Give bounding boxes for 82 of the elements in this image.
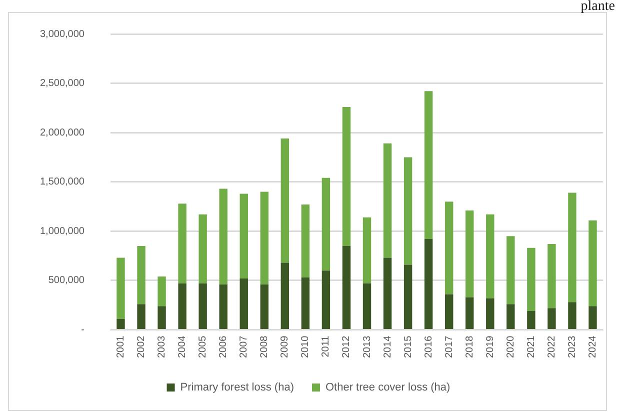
bar (219, 284, 228, 330)
y-tick-label: 2,000,000 (40, 127, 85, 138)
bar (404, 157, 412, 265)
x-tick-label: 2009 (280, 335, 291, 358)
x-tick-label: 2018 (464, 335, 476, 358)
bar (240, 278, 248, 330)
bar (178, 283, 186, 330)
bar (342, 106, 351, 246)
bar (444, 202, 454, 294)
bar (322, 178, 330, 271)
bar (486, 298, 494, 330)
bar (588, 306, 597, 330)
bar (548, 244, 556, 308)
bar (219, 188, 228, 284)
bar (178, 204, 186, 284)
bar (588, 220, 597, 306)
bar (198, 214, 207, 284)
bar (198, 283, 207, 330)
x-tick-label: 2021 (526, 335, 537, 358)
x-tick-label: 2012 (341, 335, 352, 358)
bar (116, 318, 125, 330)
legend-label: Other tree cover loss (ha) (325, 382, 450, 394)
bar (548, 308, 556, 330)
bar (568, 302, 576, 330)
bar (404, 264, 412, 330)
bar (362, 283, 372, 330)
x-tick-label: 2004 (177, 335, 188, 358)
x-tick-label: 2014 (382, 335, 394, 358)
y-tick-label: 3,000,000 (40, 28, 85, 40)
x-tick-label: 2002 (136, 335, 148, 358)
x-tick-label: 2017 (444, 335, 455, 358)
x-tick-label: 2020 (505, 335, 516, 358)
bar (260, 284, 268, 330)
bar (280, 262, 290, 330)
x-tick-label: 2010 (300, 335, 312, 358)
y-tick-label: 1,000,000 (40, 226, 85, 237)
x-tick-label: 2011 (320, 335, 332, 358)
bar (322, 270, 330, 330)
bar (116, 258, 125, 319)
x-tick-label: 2016 (423, 335, 434, 358)
y-tick-label: 2,500,000 (40, 78, 85, 90)
bar (527, 248, 536, 312)
y-tick-label: 500,000 (48, 275, 85, 286)
bar (466, 297, 474, 330)
bar (383, 143, 392, 258)
x-tick-label: 2007 (238, 335, 250, 358)
x-tick-label: 2013 (362, 335, 373, 358)
x-tick-label: 2003 (156, 335, 168, 358)
x-tick-label: 2008 (259, 335, 270, 358)
bar (383, 258, 392, 330)
bar (362, 217, 372, 284)
x-tick-label: 2023 (566, 335, 578, 358)
y-tick-label: - (81, 324, 84, 336)
bar (506, 304, 515, 330)
bar (137, 304, 146, 330)
bar (424, 239, 433, 330)
x-tick-label: 2005 (198, 335, 209, 358)
bar (342, 246, 351, 330)
bar (301, 204, 310, 278)
x-tick-label: 2015 (402, 335, 414, 358)
x-tick-label: 2001 (116, 335, 126, 358)
bar (506, 236, 515, 304)
legend-label: Primary forest loss (ha) (180, 382, 294, 394)
bar (280, 138, 290, 263)
bar (158, 306, 166, 330)
x-tick-label: 2006 (218, 335, 230, 358)
bar (137, 246, 146, 304)
x-tick-label: 2019 (484, 335, 496, 358)
bar (158, 276, 166, 306)
bar (466, 210, 474, 298)
bar (527, 311, 536, 330)
x-tick-label: 2024 (587, 335, 598, 358)
bar (301, 278, 310, 330)
x-tick-label: 2022 (546, 335, 558, 358)
text: plante (580, 0, 615, 14)
y-tick-label: 1,500,000 (40, 176, 85, 188)
bar (568, 192, 576, 302)
bar (486, 214, 494, 298)
bar (240, 194, 248, 278)
bar (444, 294, 454, 330)
bar (424, 91, 433, 240)
bar (260, 192, 268, 284)
